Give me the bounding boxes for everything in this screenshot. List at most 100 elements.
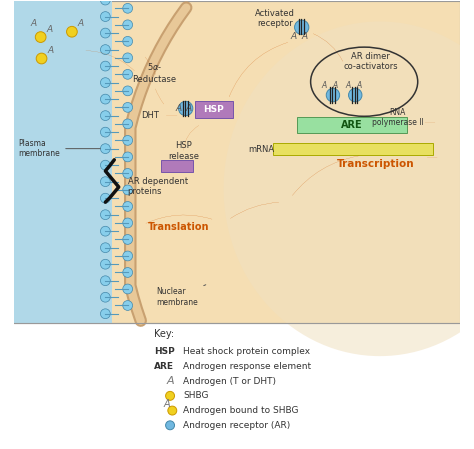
Circle shape [123, 136, 133, 145]
Text: ARE: ARE [341, 120, 363, 130]
Circle shape [123, 152, 133, 162]
Text: mRNA: mRNA [248, 145, 274, 154]
Circle shape [123, 234, 133, 244]
Text: A: A [333, 81, 338, 90]
FancyArrowPatch shape [86, 50, 135, 71]
Text: AR dimer
co-activators: AR dimer co-activators [344, 52, 398, 71]
Text: Key:: Key: [155, 329, 174, 339]
Circle shape [123, 202, 133, 211]
Circle shape [100, 28, 110, 38]
Text: A: A [78, 19, 84, 28]
Bar [297, 117, 407, 133]
Circle shape [168, 406, 177, 415]
FancyArrowPatch shape [155, 89, 164, 104]
FancyArrowPatch shape [230, 202, 279, 219]
Bar [195, 101, 233, 118]
Circle shape [100, 226, 110, 236]
Text: Androgen (T or DHT): Androgen (T or DHT) [183, 377, 276, 386]
Circle shape [35, 32, 46, 43]
Circle shape [100, 292, 110, 302]
Text: HSP: HSP [155, 347, 175, 356]
Text: A: A [47, 46, 54, 55]
Circle shape [100, 61, 110, 71]
Circle shape [123, 300, 133, 310]
Circle shape [100, 144, 110, 154]
Circle shape [66, 26, 77, 37]
Text: Androgen bound to SHBG: Androgen bound to SHBG [183, 406, 299, 415]
Text: A: A [345, 81, 350, 90]
Circle shape [36, 53, 47, 64]
FancyArrowPatch shape [313, 34, 343, 62]
FancyArrowPatch shape [146, 215, 212, 224]
Ellipse shape [224, 22, 474, 356]
Text: A: A [164, 399, 170, 409]
Text: RNA
polymerase II: RNA polymerase II [372, 108, 423, 127]
Text: A: A [291, 32, 297, 41]
Circle shape [123, 53, 133, 63]
Text: Heat shock protein complex: Heat shock protein complex [183, 347, 310, 356]
Text: A: A [166, 376, 174, 386]
Circle shape [123, 218, 133, 228]
Text: HSP: HSP [203, 106, 224, 114]
Circle shape [123, 70, 133, 79]
Text: Transcription: Transcription [337, 159, 414, 169]
Circle shape [100, 44, 110, 54]
Circle shape [123, 268, 133, 277]
Circle shape [123, 119, 133, 129]
Text: A: A [175, 104, 181, 113]
Text: 5$\alpha$-: 5$\alpha$- [147, 61, 162, 71]
Circle shape [100, 260, 110, 269]
Text: A: A [356, 81, 362, 90]
Bar [14, 1, 112, 323]
Bar [161, 160, 193, 172]
Circle shape [294, 20, 309, 35]
Circle shape [100, 0, 110, 5]
Text: SHBG: SHBG [183, 392, 209, 401]
Circle shape [100, 243, 110, 253]
Text: A: A [30, 19, 36, 28]
Text: Reductase: Reductase [132, 75, 176, 84]
Bar [273, 143, 433, 155]
Circle shape [100, 78, 110, 88]
Circle shape [123, 20, 133, 30]
FancyArrowPatch shape [292, 156, 359, 196]
Text: A: A [321, 81, 327, 90]
Text: Androgen response element: Androgen response element [183, 362, 311, 371]
Circle shape [123, 36, 133, 46]
Circle shape [100, 127, 110, 137]
Text: AR dependent
proteins: AR dependent proteins [128, 177, 188, 196]
Circle shape [179, 101, 193, 116]
Circle shape [100, 177, 110, 187]
Circle shape [100, 160, 110, 170]
Circle shape [123, 185, 133, 195]
FancyArrowPatch shape [145, 57, 156, 75]
Bar [14, 1, 460, 323]
Circle shape [100, 276, 110, 286]
Text: Androgen receptor (AR): Androgen receptor (AR) [183, 421, 291, 430]
Circle shape [100, 111, 110, 120]
Circle shape [165, 421, 174, 430]
Circle shape [123, 102, 133, 112]
Text: A: A [302, 32, 308, 41]
Circle shape [123, 4, 133, 13]
Circle shape [100, 12, 110, 22]
Text: Activated
receptor: Activated receptor [255, 9, 295, 28]
Circle shape [165, 392, 174, 401]
Circle shape [100, 94, 110, 104]
Text: A: A [46, 25, 53, 34]
Text: ARE: ARE [155, 362, 174, 371]
FancyArrowPatch shape [183, 125, 199, 150]
Circle shape [100, 309, 110, 319]
Text: Plasma
membrane: Plasma membrane [18, 139, 60, 158]
Circle shape [123, 284, 133, 294]
Circle shape [326, 88, 340, 102]
Text: Nuclear
membrane: Nuclear membrane [157, 285, 206, 307]
Circle shape [123, 86, 133, 96]
Text: DHT: DHT [141, 110, 159, 120]
Circle shape [100, 210, 110, 220]
Text: HSP
release: HSP release [168, 141, 199, 161]
Circle shape [348, 88, 362, 102]
Circle shape [123, 168, 133, 178]
Circle shape [123, 251, 133, 261]
FancyArrowPatch shape [229, 42, 288, 97]
